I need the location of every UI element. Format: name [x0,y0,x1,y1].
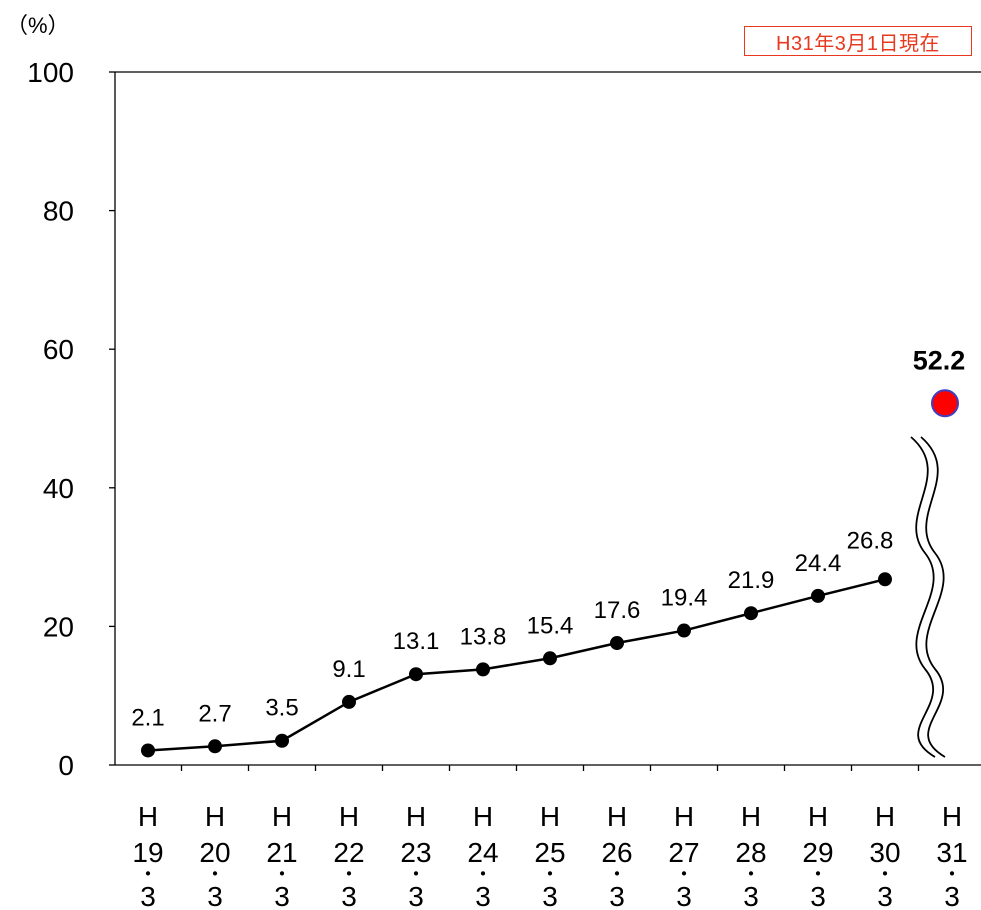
x-category-year: 24 [467,837,498,868]
x-category-separator: ・ [942,864,962,886]
x-category-month: 3 [207,881,223,910]
y-tick-label: 0 [58,750,74,781]
x-category-era: H [205,801,225,832]
x-category-year: 30 [869,837,900,868]
x-category-year: 21 [266,837,297,868]
y-tick-label: 60 [43,334,74,365]
x-category-separator: ・ [272,864,292,886]
x-category-separator: ・ [406,864,426,886]
data-label: 13.1 [393,628,440,655]
data-point [677,623,691,638]
x-category-year: 25 [534,837,565,868]
data-label: 19.4 [661,585,708,612]
x-category-separator: ・ [205,864,225,886]
data-label: 21.9 [728,567,775,594]
x-category-month: 3 [408,881,424,910]
data-label: 26.8 [847,527,894,554]
x-category-separator: ・ [138,864,158,886]
x-category-era: H [674,801,694,832]
x-category-era: H [808,801,828,832]
data-point [141,743,155,758]
x-category-separator: ・ [875,864,895,886]
axis-break-line [920,436,946,758]
highlight-point [931,389,959,418]
x-category-month: 3 [676,881,692,910]
x-category-month: 3 [743,881,759,910]
y-tick-label: 20 [43,611,74,642]
x-category-month: 3 [944,881,960,910]
x-category-month: 3 [341,881,357,910]
data-point [275,733,289,748]
x-category-era: H [138,801,158,832]
x-category-separator: ・ [473,864,493,886]
x-category-month: 3 [274,881,290,910]
x-category-month: 3 [140,881,156,910]
x-category-year: 31 [936,837,967,868]
x-category-separator: ・ [339,864,359,886]
x-category-era: H [607,801,627,832]
data-point [610,636,624,651]
y-axis-unit: （%） [6,13,70,38]
date-badge: H31年3月1日現在 [744,26,972,56]
y-tick-label: 80 [43,196,74,227]
data-label: 17.6 [594,597,641,624]
data-point [208,739,222,754]
data-label: 9.1 [332,656,365,683]
data-label: 2.1 [131,704,164,731]
data-point [409,667,423,682]
data-point [543,651,557,666]
x-category-year: 27 [668,837,699,868]
x-category-era: H [272,801,292,832]
x-category-year: 20 [199,837,230,868]
x-category-era: H [339,801,359,832]
x-category-era: H [473,801,493,832]
x-category-separator: ・ [674,864,694,886]
data-label: 13.8 [460,623,507,650]
y-tick-label: 40 [43,473,74,504]
highlight-label: 52.2 [913,345,966,375]
data-point [476,662,490,677]
data-point [811,588,825,603]
x-category-separator: ・ [607,864,627,886]
data-point [744,606,758,621]
x-category-year: 22 [333,837,364,868]
x-category-era: H [942,801,962,832]
x-category-year: 29 [802,837,833,868]
x-category-month: 3 [609,881,625,910]
y-tick-label: 100 [27,57,74,88]
data-point [342,694,356,709]
x-category-month: 3 [475,881,491,910]
x-category-year: 28 [735,837,766,868]
x-category-month: 3 [810,881,826,910]
x-category-year: 26 [601,837,632,868]
x-category-separator: ・ [540,864,560,886]
x-category-year: 23 [400,837,431,868]
data-label: 24.4 [795,550,842,577]
data-label: 3.5 [265,695,298,722]
series-line [147,578,886,752]
x-category-separator: ・ [808,864,828,886]
axis-break-line [910,436,936,758]
x-category-year: 19 [132,837,163,868]
data-label: 15.4 [527,612,574,639]
x-category-era: H [540,801,560,832]
x-category-month: 3 [877,881,893,910]
x-category-era: H [741,801,761,832]
x-category-separator: ・ [741,864,761,886]
data-label: 2.7 [198,700,231,727]
x-category-era: H [406,801,426,832]
data-point [878,572,892,587]
x-category-era: H [875,801,895,832]
x-category-month: 3 [542,881,558,910]
